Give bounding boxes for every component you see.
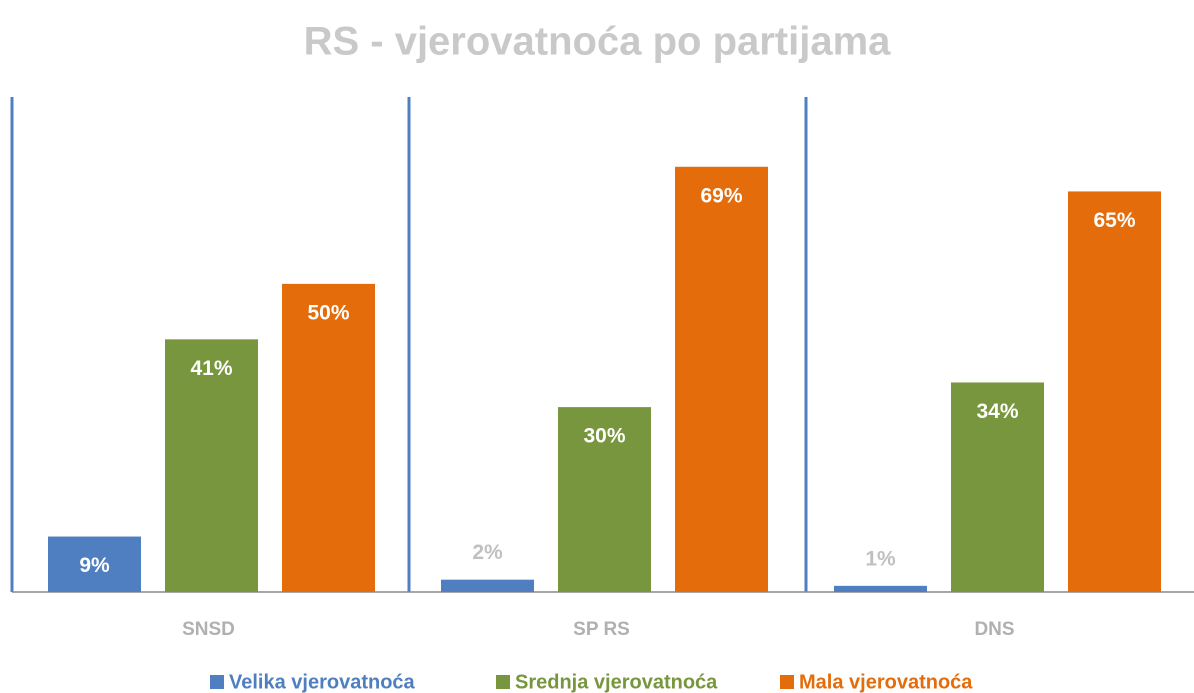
data-label: 34% [976, 400, 1018, 423]
legend-swatch [780, 675, 794, 689]
data-label: 30% [583, 425, 625, 448]
legend-label: Velika vjerovatnoća [229, 671, 416, 693]
x-tick-label: DNS [974, 619, 1014, 640]
data-label: 41% [190, 357, 232, 380]
bar [1068, 191, 1161, 592]
x-tick-label: SP RS [573, 619, 630, 640]
legend-label: Srednja vjerovatnoća [515, 671, 718, 693]
bar [441, 579, 534, 592]
legend-swatch [210, 675, 224, 689]
legend-label: Mala vjerovatnoća [799, 671, 973, 693]
legend-swatch [496, 675, 510, 689]
bar [282, 283, 375, 592]
x-tick-label: SNSD [182, 619, 235, 640]
bar [834, 585, 927, 592]
bar [951, 382, 1044, 592]
bar [558, 407, 651, 592]
data-label: 1% [865, 547, 896, 570]
data-label: 9% [79, 554, 110, 577]
data-label: 69% [700, 184, 742, 207]
bar [48, 536, 141, 592]
bar [675, 166, 768, 592]
chart-title: RS - vjerovatnoća po partijama [304, 20, 892, 64]
data-label: 50% [307, 301, 349, 324]
data-label: 65% [1093, 209, 1135, 232]
bar [165, 339, 258, 592]
data-label: 2% [472, 541, 503, 564]
